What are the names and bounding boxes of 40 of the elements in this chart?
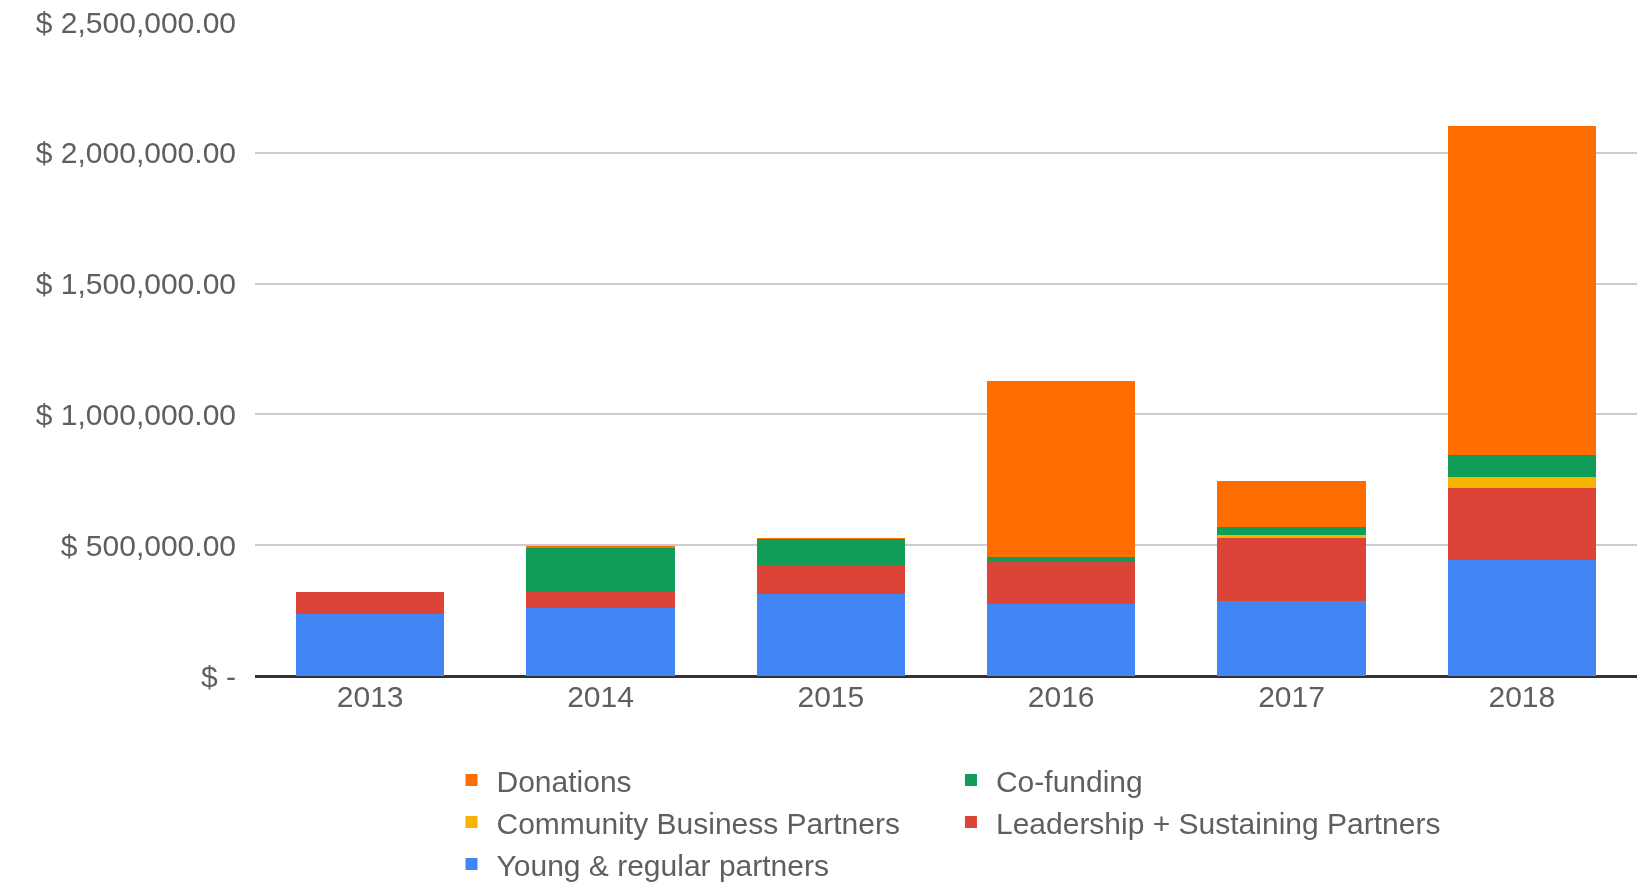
bar — [295, 614, 445, 676]
bar — [986, 603, 1136, 676]
bar — [756, 594, 906, 676]
bar — [756, 564, 906, 595]
y-tick-label: $ 2,500,000.00 — [35, 5, 236, 39]
x-tick-label: 2017 — [1258, 680, 1325, 713]
bar — [295, 592, 445, 614]
bar — [756, 539, 906, 565]
bar — [1447, 488, 1597, 560]
y-tick-label: $ 1,000,000.00 — [35, 397, 236, 431]
legend-label: Community Business Partners — [496, 806, 900, 840]
x-tick-label: 2016 — [1027, 680, 1095, 713]
y-tick-label: $ 500,000.00 — [60, 528, 236, 562]
bar — [1447, 125, 1597, 455]
legend-label: Co-funding — [995, 764, 1143, 798]
x-tick-label: 2018 — [1488, 680, 1556, 713]
x-tick-label: 2014 — [567, 680, 634, 713]
bar — [1217, 480, 1366, 527]
bar — [1447, 477, 1597, 489]
legend-label: Donations — [496, 764, 632, 798]
bar — [1217, 535, 1366, 538]
y-tick-label: $ 2,000,000.00 — [35, 136, 236, 170]
bar — [986, 381, 1136, 557]
bar — [986, 556, 1136, 563]
bar — [1447, 559, 1597, 676]
bar — [526, 548, 675, 593]
bar — [1217, 526, 1366, 535]
legend-label: Young & regular partners — [496, 848, 829, 882]
y-tick-label: $ 1,500,000.00 — [35, 267, 236, 301]
bar — [986, 562, 1136, 604]
bar — [526, 607, 675, 676]
bar — [526, 545, 675, 549]
bar — [1447, 454, 1597, 478]
legend-label: Leadership + Sustaining Partners — [995, 806, 1441, 840]
bar — [1217, 537, 1366, 602]
bar — [1217, 601, 1366, 676]
bar — [526, 592, 675, 608]
y-tick-label: $ - — [200, 659, 236, 693]
x-tick-label: 2013 — [336, 680, 404, 713]
x-tick-label: 2015 — [797, 680, 865, 713]
